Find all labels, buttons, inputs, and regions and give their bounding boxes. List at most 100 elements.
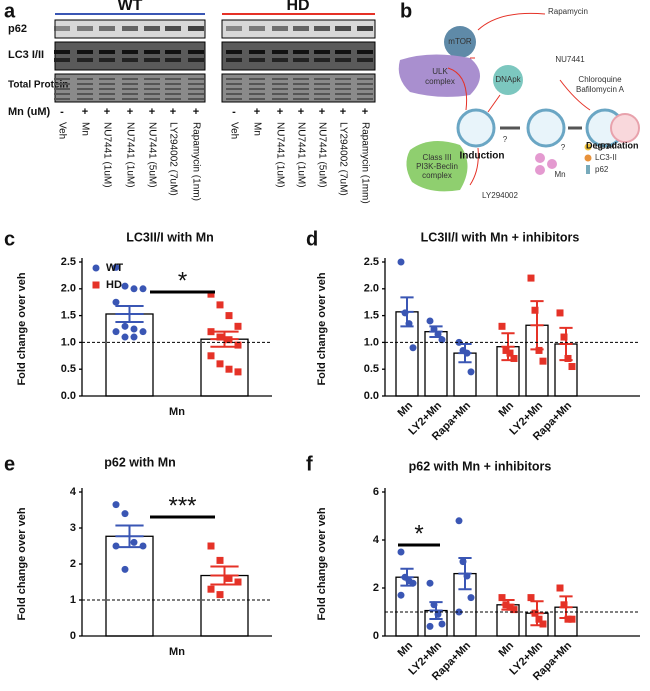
band: [226, 98, 242, 100]
band: [77, 78, 93, 80]
band: [226, 93, 242, 95]
diagram-text: Chloroquine: [578, 75, 622, 84]
band: [54, 83, 70, 85]
band: [335, 98, 351, 100]
significance: ***: [168, 492, 196, 519]
band: [357, 98, 373, 100]
chart-title: p62 with Mn: [104, 455, 176, 469]
diagram-text: mTOR: [448, 37, 472, 46]
diagram-text: complex: [422, 171, 452, 180]
autophagosome: [526, 108, 566, 148]
y-tick-label: 2: [373, 582, 379, 594]
legend-dot: [584, 154, 592, 162]
data-point: [430, 601, 438, 609]
error-bar: [559, 326, 573, 362]
y-axis-label: Fold change over veh: [316, 272, 328, 385]
data-point: [455, 517, 463, 525]
band: [188, 50, 204, 54]
data-point: [130, 538, 138, 546]
error-bar: [115, 524, 144, 549]
y-tick-label: 1: [70, 594, 76, 606]
y-tick-label: 1.0: [364, 336, 379, 348]
mn-sign: -: [232, 106, 236, 118]
significance: *: [414, 520, 423, 547]
band: [99, 26, 115, 31]
diagram-text: Bafilomycin A: [576, 85, 625, 94]
diagram-text: ULK: [432, 67, 448, 76]
y-tick-label: 1.5: [61, 310, 76, 322]
data-point: [112, 501, 120, 509]
data-point: [121, 333, 129, 341]
band: [226, 50, 242, 54]
data-point: [426, 579, 434, 587]
band: [314, 58, 330, 62]
data-point: [506, 349, 514, 357]
data-point: [216, 591, 224, 599]
pi3k-node: [406, 141, 468, 192]
group-label: WT: [118, 0, 143, 14]
band: [249, 88, 265, 90]
band: [54, 58, 70, 62]
mn-sign: +: [298, 106, 304, 118]
data-point: [216, 301, 224, 309]
diagram-text: LC3-II: [595, 153, 617, 162]
diagram-text: LC3-I: [595, 142, 615, 151]
band: [99, 50, 115, 54]
band: [357, 50, 373, 54]
chart-title: LC3II/I with Mn + inhibitors: [421, 230, 580, 244]
data-point: [225, 336, 233, 344]
band: [249, 26, 265, 31]
data-point: [438, 620, 446, 628]
y-axis-label: Fold change over veh: [16, 507, 28, 620]
band: [99, 58, 115, 62]
band: [165, 93, 181, 95]
lane-label: Mn: [251, 122, 262, 136]
row-label: p62: [8, 23, 27, 35]
y-tick-label: 0.0: [364, 390, 379, 402]
data-point: [556, 584, 564, 592]
band: [314, 93, 330, 95]
data-point: [409, 344, 417, 352]
band: [77, 88, 93, 90]
x-tick-label: Mn: [496, 399, 516, 419]
band: [272, 78, 288, 80]
diagram-text: complex: [425, 77, 455, 86]
band: [293, 26, 309, 31]
mn-sign: +: [149, 106, 155, 118]
legend-label: HD: [106, 279, 122, 291]
band: [122, 98, 138, 100]
data-point: [207, 290, 215, 298]
band: [272, 58, 288, 62]
data-point: [207, 352, 215, 360]
mn-sign: +: [104, 106, 110, 118]
significance: *: [178, 267, 187, 294]
band: [314, 83, 330, 85]
data-point: [434, 610, 442, 618]
bar: [105, 313, 154, 397]
band: [357, 58, 373, 62]
data-point: [463, 572, 471, 580]
data-point: [535, 346, 543, 354]
panel-label: d: [306, 228, 318, 250]
mn-dot: [535, 165, 545, 175]
mn-sign: +: [82, 106, 88, 118]
error-bar: [115, 304, 144, 324]
data-point: [498, 322, 506, 330]
diagram-text: Rapamycin: [548, 7, 588, 16]
band: [249, 50, 265, 54]
data-point: [467, 594, 475, 602]
diagram-text: Degradation: [586, 140, 639, 150]
y-tick-label: 4: [70, 486, 77, 498]
y-tick-label: 0: [70, 630, 76, 642]
mn-sign: +: [254, 106, 260, 118]
band: [122, 78, 138, 80]
mn-dot: [535, 153, 545, 163]
diagram-text: p62: [595, 165, 609, 174]
band: [335, 88, 351, 90]
band: [314, 26, 330, 31]
band: [77, 50, 93, 54]
band: [165, 58, 181, 62]
data-point: [216, 556, 224, 564]
band: [272, 50, 288, 54]
